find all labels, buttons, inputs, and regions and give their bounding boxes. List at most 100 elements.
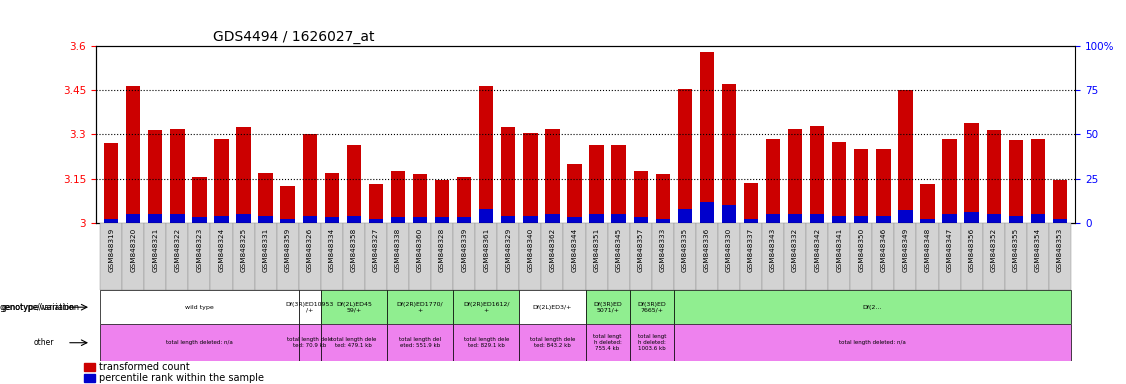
Bar <box>365 223 387 290</box>
Bar <box>324 173 339 223</box>
Bar <box>942 139 957 223</box>
Text: GSM848351: GSM848351 <box>593 228 599 272</box>
Text: Df(2R)ED1770/
+: Df(2R)ED1770/ + <box>396 302 444 313</box>
Bar <box>678 209 692 223</box>
Bar <box>104 143 118 223</box>
Bar <box>277 223 298 290</box>
Bar <box>409 223 431 290</box>
Text: Df(3R)ED
5071/+: Df(3R)ED 5071/+ <box>593 302 622 313</box>
Bar <box>170 214 185 223</box>
Bar <box>479 86 493 223</box>
Bar <box>673 324 1071 361</box>
Text: total length dele
ted: 70.9 kb: total length dele ted: 70.9 kb <box>287 337 332 348</box>
Text: total length del
eted: 551.9 kb: total length del eted: 551.9 kb <box>399 337 441 348</box>
Bar <box>722 205 736 223</box>
Bar <box>387 290 453 324</box>
Bar <box>501 127 516 223</box>
Bar <box>475 223 498 290</box>
Bar <box>762 223 784 290</box>
Bar <box>608 223 629 290</box>
Bar <box>718 223 740 290</box>
Text: GSM848343: GSM848343 <box>770 228 776 272</box>
Bar <box>986 130 1001 223</box>
Bar <box>342 223 365 290</box>
Text: transformed count: transformed count <box>99 362 189 372</box>
Text: GSM848324: GSM848324 <box>218 228 224 272</box>
Text: other: other <box>34 338 54 347</box>
Text: total length dele
ted: 843.2 kb: total length dele ted: 843.2 kb <box>529 337 575 348</box>
Bar <box>917 223 939 290</box>
Text: Df(2L)ED45
59/+: Df(2L)ED45 59/+ <box>336 302 372 313</box>
Bar <box>321 324 387 361</box>
Text: GSM848323: GSM848323 <box>196 228 203 272</box>
Bar <box>1053 180 1067 223</box>
Bar <box>766 214 780 223</box>
Text: GSM848332: GSM848332 <box>792 228 798 272</box>
Bar <box>832 216 847 223</box>
Bar <box>1009 140 1022 223</box>
Bar <box>259 216 272 223</box>
Bar <box>722 84 736 223</box>
Bar <box>391 171 405 223</box>
Text: GSM848358: GSM848358 <box>351 228 357 272</box>
Bar <box>214 216 229 223</box>
Text: percentile rank within the sample: percentile rank within the sample <box>99 373 263 383</box>
Text: wild type: wild type <box>185 305 214 310</box>
Bar <box>453 223 475 290</box>
Bar <box>193 217 206 223</box>
Bar <box>784 223 806 290</box>
Bar <box>899 210 912 223</box>
Text: GSM848357: GSM848357 <box>637 228 644 272</box>
Text: total lengt
h deleted:
755.4 kb: total lengt h deleted: 755.4 kb <box>593 334 622 351</box>
Text: GSM848348: GSM848348 <box>924 228 930 272</box>
Text: GSM848328: GSM848328 <box>439 228 445 272</box>
Bar <box>519 223 542 290</box>
Bar <box>699 202 714 223</box>
Bar <box>391 217 405 223</box>
Bar <box>696 223 718 290</box>
Text: GSM848325: GSM848325 <box>241 228 247 272</box>
Text: GSM848345: GSM848345 <box>616 228 622 272</box>
Bar <box>188 223 211 290</box>
Bar <box>876 149 891 223</box>
Bar <box>634 171 647 223</box>
Text: GSM848352: GSM848352 <box>991 228 997 272</box>
Bar <box>100 324 298 361</box>
Bar <box>324 217 339 223</box>
Bar <box>1053 219 1067 223</box>
Bar <box>673 223 696 290</box>
Bar <box>368 184 383 223</box>
Bar <box>629 223 652 290</box>
Text: GSM848362: GSM848362 <box>549 228 555 272</box>
Bar <box>1004 223 1027 290</box>
Bar <box>788 129 803 223</box>
Text: Df(2...: Df(2... <box>863 305 882 310</box>
Bar <box>678 89 692 223</box>
Bar <box>655 174 670 223</box>
Bar <box>634 217 647 223</box>
Text: GSM848359: GSM848359 <box>285 228 291 272</box>
Bar <box>100 290 298 324</box>
Bar <box>855 216 868 223</box>
Bar <box>983 223 1004 290</box>
Bar <box>303 134 316 223</box>
Text: GSM848337: GSM848337 <box>748 228 754 272</box>
Text: GSM848329: GSM848329 <box>506 228 511 272</box>
Text: GSM848340: GSM848340 <box>527 228 534 272</box>
Bar <box>413 217 427 223</box>
Bar <box>149 130 162 223</box>
Bar <box>123 223 144 290</box>
Bar <box>806 223 829 290</box>
Text: GSM848347: GSM848347 <box>947 228 953 272</box>
Text: total lengt
h deleted:
1003.6 kb: total lengt h deleted: 1003.6 kb <box>637 334 665 351</box>
Bar <box>298 324 321 361</box>
Bar <box>453 290 519 324</box>
Bar <box>126 214 141 223</box>
Bar <box>321 223 342 290</box>
Bar <box>347 216 361 223</box>
Bar <box>545 214 560 223</box>
Bar <box>568 164 582 223</box>
Text: GSM848353: GSM848353 <box>1057 228 1063 272</box>
Text: Df(3R)ED
7665/+: Df(3R)ED 7665/+ <box>637 302 667 313</box>
Bar <box>629 324 673 361</box>
